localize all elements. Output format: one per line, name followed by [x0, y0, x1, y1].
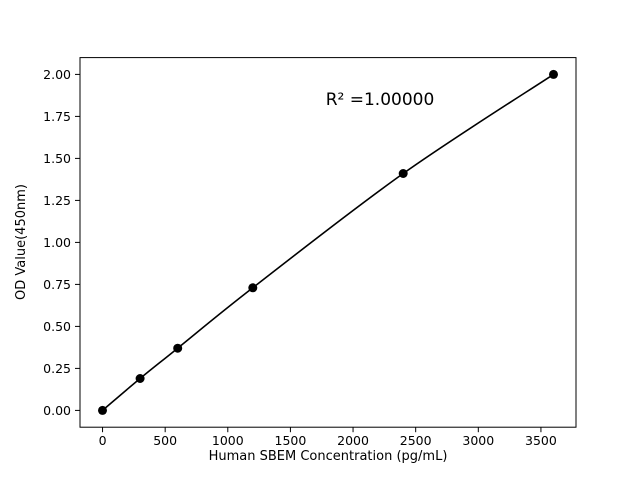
- y-tick-label: 0.00: [43, 403, 71, 418]
- y-tick-label: 1.50: [43, 151, 71, 166]
- x-axis-label: Human SBEM Concentration (pg/mL): [209, 449, 448, 464]
- data-point-marker: [549, 69, 558, 79]
- x-tick-label: 3000: [462, 433, 494, 448]
- y-tick-label: 0.50: [43, 319, 71, 334]
- y-tick-label: 1.00: [43, 235, 71, 250]
- y-axis-label: OD Value(450nm): [14, 184, 29, 300]
- r-squared-annotation: R² =1.00000: [326, 90, 435, 110]
- y-tick-label: 0.75: [43, 277, 71, 292]
- x-tick-label: 1500: [275, 433, 307, 448]
- standard-curve-line: [101, 73, 554, 412]
- data-point-marker: [398, 169, 408, 178]
- x-tick-label: 2500: [400, 433, 432, 448]
- x-tick-label: 0: [99, 433, 107, 448]
- y-tick-label: 1.75: [43, 109, 71, 124]
- plot-area: 0 500 1000 1500 2000 2500 3000 3500 0.00 0.25 0.50…: [43, 57, 577, 448]
- x-tick-label: 500: [153, 433, 177, 448]
- data-point-marker: [98, 405, 107, 415]
- x-tick-label: 1000: [212, 433, 244, 448]
- x-tick-label: 3500: [525, 433, 557, 448]
- data-point-marker: [248, 283, 258, 293]
- y-tick-label: 0.25: [43, 361, 71, 376]
- y-tick-label: 2.00: [43, 67, 71, 82]
- x-tick-label: 2000: [337, 433, 369, 448]
- plot-frame: [79, 57, 577, 428]
- y-tick-label: 1.25: [43, 193, 71, 208]
- data-point-marker: [135, 374, 145, 383]
- data-point-marker: [173, 343, 183, 353]
